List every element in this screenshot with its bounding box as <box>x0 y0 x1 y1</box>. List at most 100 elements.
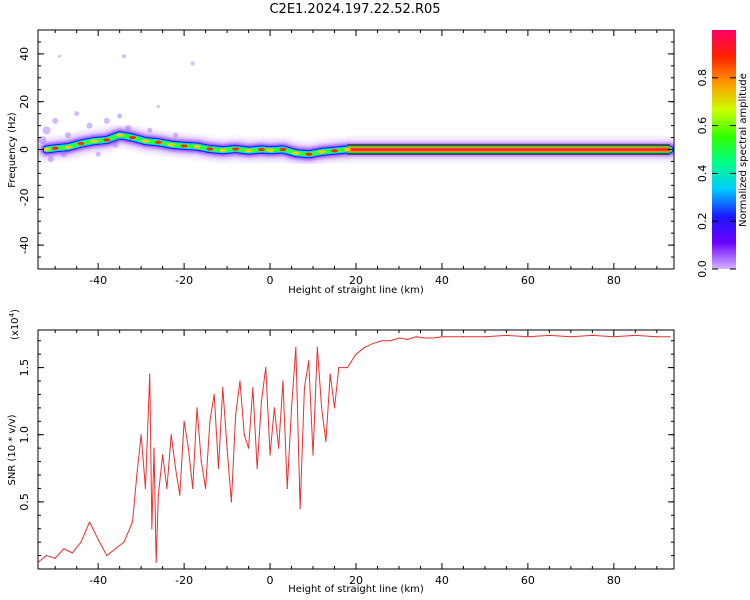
spectrogram-x-axis-label: Height of straight line (km) <box>288 285 424 296</box>
ridge-hotspot <box>343 147 351 152</box>
ridge-hotspot <box>154 140 162 144</box>
snr-point <box>265 366 267 369</box>
ridge-hotspot <box>279 147 287 152</box>
snr-point <box>200 460 202 463</box>
spectrogram-ytick-label: -40 <box>18 236 31 254</box>
ridge-hotspot <box>180 144 188 148</box>
ridge-hotspot <box>64 145 72 149</box>
colorbar-tick-label: 0.0 <box>696 260 709 278</box>
noise-blob <box>112 141 119 148</box>
snr-xtick-label: 0 <box>267 574 274 587</box>
spectrogram-heatmap <box>38 54 674 166</box>
noise-blob <box>121 54 126 59</box>
ridge-hotspot <box>103 138 111 142</box>
snr-point <box>269 454 271 456</box>
svg-text:(x104): (x104) <box>8 309 21 340</box>
snr-point <box>239 380 241 382</box>
ridge-hotspot <box>232 147 240 151</box>
spectrogram-ytick-label: 20 <box>18 95 31 109</box>
snr-point <box>80 541 82 543</box>
snr-point <box>363 346 366 349</box>
snr-point <box>656 336 658 338</box>
snr-point <box>282 380 284 382</box>
ridge-hotspot <box>305 152 313 156</box>
snr-point <box>316 346 318 349</box>
ridge-hotspot <box>51 146 59 150</box>
snr-y-axis-label: SNR (10 * v/v) <box>7 414 18 485</box>
snr-point <box>329 373 331 375</box>
snr-point <box>424 337 426 339</box>
snr-point <box>570 336 572 338</box>
snr-point <box>151 528 153 530</box>
snr-point <box>527 336 529 338</box>
colorbar-tick-label: 0.6 <box>696 117 709 135</box>
ridge-hotspot <box>193 145 201 149</box>
snr-point <box>230 501 232 503</box>
noise-blob <box>103 117 110 124</box>
snr-point <box>179 494 181 496</box>
carrier-band-red <box>347 148 670 151</box>
noise-blob <box>52 117 59 124</box>
spectrogram-xtick-label: 60 <box>521 274 535 287</box>
snr-xtick-label: -40 <box>89 574 107 587</box>
snr-point <box>183 420 185 422</box>
snr-point <box>226 447 228 449</box>
snr-ytick-label: 1.5 <box>18 359 31 377</box>
snr-point <box>196 407 198 409</box>
noise-blob <box>65 132 72 139</box>
snr-point <box>381 340 383 342</box>
snr-panel: -40 -20 0 20 40 60 80 0.5 1.0 1.5 Height of strai… <box>7 309 675 595</box>
snr-point <box>415 336 417 338</box>
snr-point <box>613 336 615 338</box>
spectrogram-ytick-label: 0 <box>18 146 31 153</box>
snr-point <box>97 538 99 541</box>
spectrogram-ytick-label: 40 <box>18 47 31 61</box>
noise-blob <box>190 61 195 66</box>
snr-point <box>166 487 168 490</box>
snr-point <box>548 334 550 336</box>
snr-point <box>144 487 147 490</box>
snr-point <box>299 507 301 510</box>
snr-point <box>63 548 65 550</box>
snr-point <box>71 552 73 554</box>
noise-blob <box>57 54 61 58</box>
ridge-hotspot <box>206 147 214 151</box>
ridge-hotspot <box>292 151 300 155</box>
snr-xtick-label: 60 <box>521 574 535 587</box>
ridge-hotspot <box>116 133 124 137</box>
noise-blob <box>42 126 51 135</box>
spectrogram-xtick-label: -20 <box>175 274 193 287</box>
spectrogram-ytick-label: -20 <box>18 188 31 206</box>
snr-point <box>290 407 293 409</box>
snr-point <box>140 434 142 436</box>
ridge-hotspot <box>245 149 253 153</box>
snr-ytick-label: 0.5 <box>18 493 31 511</box>
colorbar-tick-label: 0.4 <box>696 165 709 183</box>
noise-blob <box>173 132 179 138</box>
ridge-hotspot <box>219 148 227 152</box>
snr-point <box>149 373 151 375</box>
snr-point <box>355 353 357 355</box>
snr-multiplier-base: (x10 <box>10 317 21 340</box>
snr-point <box>170 434 172 436</box>
snr-ytick-label: 1.0 <box>18 426 31 444</box>
snr-ticks: -40 -20 0 20 40 60 80 0.5 1.0 1.5 <box>18 330 674 587</box>
snr-point <box>338 366 340 369</box>
snr-point <box>308 360 310 362</box>
snr-point <box>123 541 125 543</box>
snr-point <box>312 454 314 456</box>
snr-xtick-label: -20 <box>175 574 193 587</box>
snr-point <box>286 487 288 490</box>
snr-point <box>153 447 155 449</box>
snr-point <box>256 467 258 469</box>
ridge-hotspot <box>129 135 137 140</box>
snr-point <box>260 400 263 402</box>
noise-blob <box>117 113 123 119</box>
snr-multiplier-exponent: 4 <box>8 312 16 317</box>
snr-point <box>303 387 306 389</box>
snr-point <box>162 454 164 456</box>
noise-blob <box>60 151 67 158</box>
snr-point <box>222 387 224 389</box>
colorbar-tick-label: 0.8 <box>696 69 709 87</box>
snr-point <box>192 487 194 490</box>
